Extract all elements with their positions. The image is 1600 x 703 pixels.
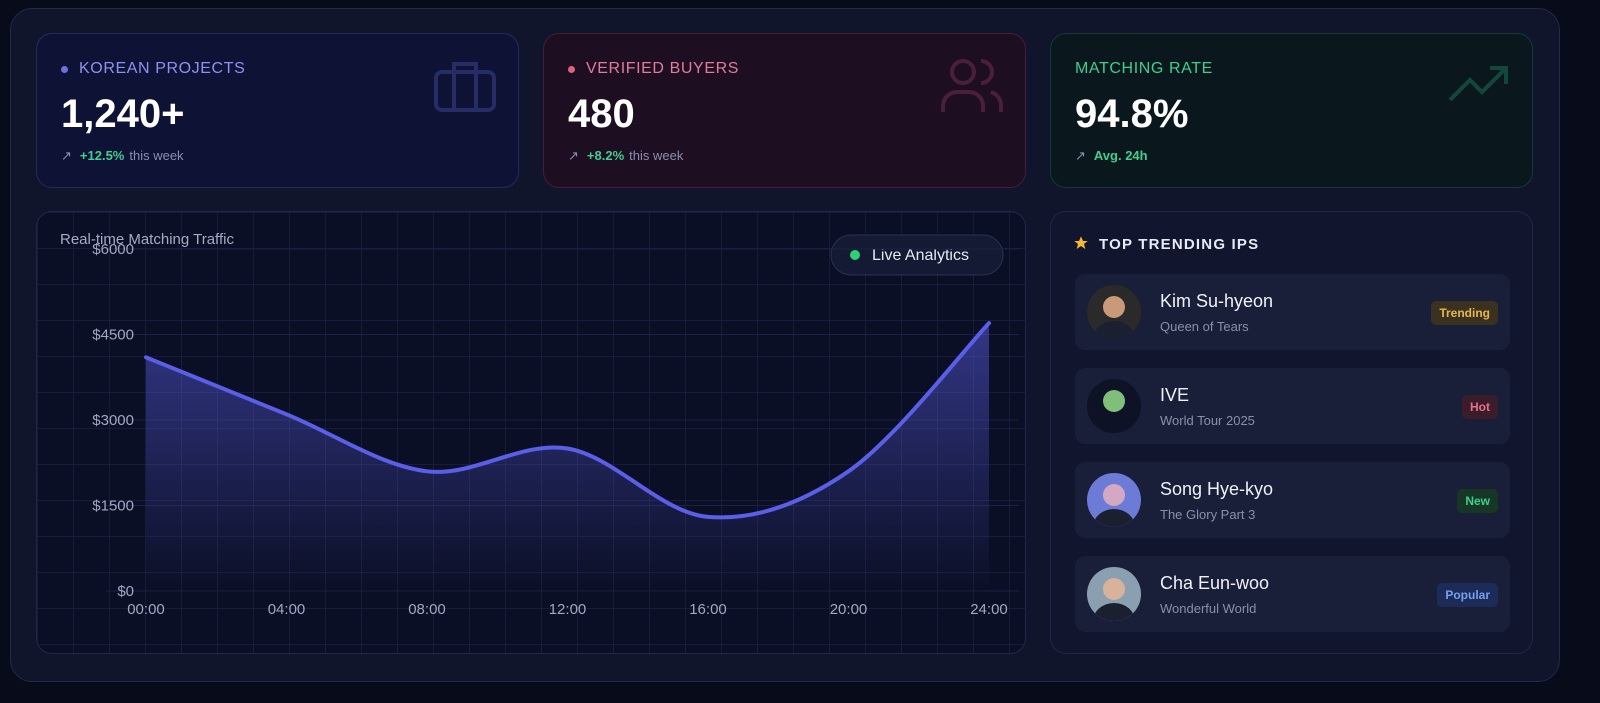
stat-label: VERIFIED BUYERS xyxy=(586,60,740,77)
stat-card: MATCHING RATE 94.8% ↗ Avg. 24h xyxy=(1050,33,1533,188)
badge-bg xyxy=(830,234,1004,276)
stat-value: 94.8% xyxy=(1075,92,1189,136)
y-tick-label: $6000 xyxy=(92,241,134,258)
line xyxy=(144,321,991,520)
stat-value: 1,240+ xyxy=(61,92,185,136)
item-name: IVE xyxy=(1160,385,1190,405)
stat-card: VERIFIED BUYERS 480 ↗ +8.2% this week xyxy=(543,33,1026,188)
x-tick-label: 08:00 xyxy=(408,601,446,618)
change-value: +12.5% xyxy=(79,148,125,163)
trending-item[interactable]: Song Hye-kyo The Glory Part 3 New xyxy=(1075,462,1510,538)
trending-title: TOP TRENDING IPS xyxy=(1099,236,1260,253)
y-tick-label: $3000 xyxy=(92,412,134,429)
avatar xyxy=(1087,567,1141,621)
item-subtitle: Queen of Tears xyxy=(1160,319,1249,334)
item-badge: Hot xyxy=(1462,395,1498,419)
x-tick-label: 16:00 xyxy=(689,601,727,618)
x-tick-label: 20:00 xyxy=(830,601,868,618)
x-tick-label: 04:00 xyxy=(268,601,306,618)
item-badge: Trending xyxy=(1431,301,1498,325)
item-name: Cha Eun-woo xyxy=(1160,573,1270,593)
dot xyxy=(568,66,575,73)
briefcase-icon xyxy=(434,62,496,112)
stat-value: 480 xyxy=(568,92,635,136)
change-note: this week xyxy=(129,148,184,163)
item-name: Kim Su-hyeon xyxy=(1160,291,1274,311)
avatar-image xyxy=(1093,578,1135,621)
y-tick-label: $4500 xyxy=(92,327,134,344)
avatar xyxy=(1087,473,1141,527)
trending-item[interactable]: Cha Eun-woo Wonderful World Popular xyxy=(1075,556,1510,632)
trending-panel: TOP TRENDING IPS Kim Su-hyeon Queen of T… xyxy=(1050,211,1533,654)
item-badge: Popular xyxy=(1437,583,1498,607)
dot xyxy=(61,66,68,73)
item-subtitle: The Glory Part 3 xyxy=(1160,507,1256,522)
avatar xyxy=(1087,285,1141,339)
stat-card: KOREAN PROJECTS 1,240+ ↗ +12.5% this week xyxy=(36,33,519,188)
stat-change: ↗ +12.5% this week xyxy=(61,148,184,163)
x-tick-label: 00:00 xyxy=(127,601,165,618)
item-subtitle: Wonderful World xyxy=(1160,601,1257,616)
item-subtitle: World Tour 2025 xyxy=(1160,413,1255,428)
stat-label: KOREAN PROJECTS xyxy=(79,60,246,77)
live-badge: Live Analytics xyxy=(872,247,969,264)
x-tick-label: 24:00 xyxy=(970,601,1008,618)
area xyxy=(146,323,989,591)
change-value: Avg. 24h xyxy=(1093,148,1148,163)
stat-change: ↗ +8.2% this week xyxy=(568,148,684,163)
live-dot xyxy=(850,250,860,260)
y-tick-label: $0 xyxy=(117,583,134,600)
chart-panel: Live Analytics Real-time Matching Traffi… xyxy=(36,211,1026,654)
change-value: +8.2% xyxy=(586,148,625,163)
avatar-image xyxy=(1103,390,1125,412)
avatar xyxy=(1087,379,1141,433)
chart: Live Analytics Real-time Matching Traffi… xyxy=(60,231,1019,618)
trend-icon xyxy=(1448,66,1508,102)
y-tick-label: $1500 xyxy=(92,498,134,515)
item-name: Song Hye-kyo xyxy=(1160,479,1274,499)
avatar-image xyxy=(1093,484,1135,527)
users-icon xyxy=(941,59,1003,112)
star-icon xyxy=(1074,236,1088,249)
item-badge: New xyxy=(1457,489,1498,513)
stat-label: MATCHING RATE xyxy=(1075,60,1213,77)
trending-item[interactable]: Kim Su-hyeon Queen of Tears Trending xyxy=(1075,274,1510,350)
trending-item[interactable]: IVE World Tour 2025 Hot xyxy=(1075,368,1510,444)
avatar-image xyxy=(1093,296,1135,339)
x-tick-label: 12:00 xyxy=(549,601,587,618)
chart-title: Real-time Matching Traffic xyxy=(60,231,234,248)
change-note: this week xyxy=(629,148,684,163)
stat-change: ↗ Avg. 24h xyxy=(1075,148,1148,163)
